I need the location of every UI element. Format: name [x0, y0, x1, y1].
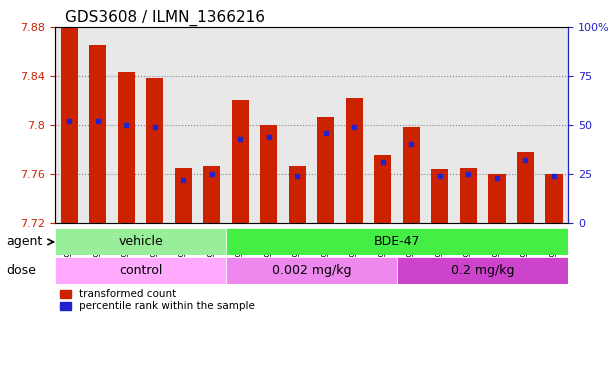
- Text: BDE-47: BDE-47: [374, 235, 420, 248]
- Text: 0.2 mg/kg: 0.2 mg/kg: [451, 264, 514, 277]
- Bar: [146, 78, 163, 223]
- Bar: [175, 168, 192, 223]
- FancyBboxPatch shape: [55, 228, 226, 255]
- Text: 0.002 mg/kg: 0.002 mg/kg: [272, 264, 351, 277]
- Bar: [346, 98, 363, 223]
- Text: control: control: [119, 264, 162, 277]
- Bar: [118, 72, 135, 223]
- Bar: [488, 174, 505, 223]
- Bar: [517, 152, 534, 223]
- Text: GDS3608 / ILMN_1366216: GDS3608 / ILMN_1366216: [65, 9, 265, 25]
- Bar: [203, 166, 221, 223]
- FancyBboxPatch shape: [226, 228, 568, 255]
- Legend: transformed count, percentile rank within the sample: transformed count, percentile rank withi…: [60, 290, 255, 311]
- FancyBboxPatch shape: [55, 257, 226, 284]
- Bar: [431, 169, 448, 223]
- Bar: [60, 28, 78, 223]
- FancyBboxPatch shape: [397, 257, 568, 284]
- Bar: [460, 168, 477, 223]
- Bar: [89, 45, 106, 223]
- Bar: [289, 166, 306, 223]
- Bar: [232, 100, 249, 223]
- Bar: [546, 174, 563, 223]
- Bar: [375, 156, 392, 223]
- Text: agent: agent: [6, 235, 42, 248]
- Bar: [260, 125, 277, 223]
- Text: vehicle: vehicle: [118, 235, 163, 248]
- Bar: [317, 118, 334, 223]
- Bar: [403, 127, 420, 223]
- FancyBboxPatch shape: [226, 257, 397, 284]
- Text: dose: dose: [6, 264, 36, 277]
